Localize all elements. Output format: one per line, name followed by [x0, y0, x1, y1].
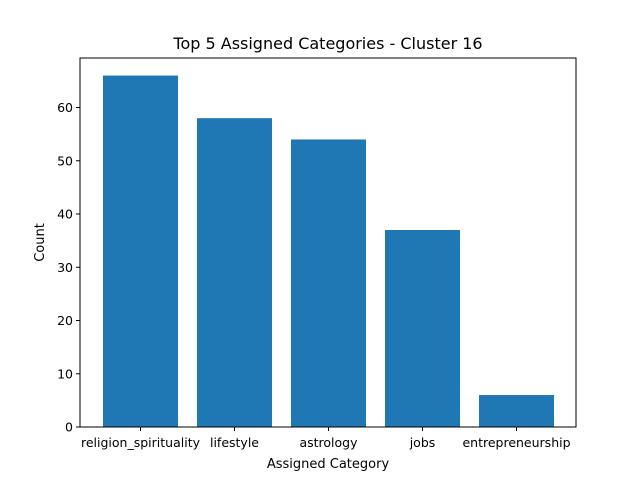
x-tick-label: astrology — [299, 435, 358, 450]
y-tick-label: 60 — [57, 100, 73, 115]
y-axis-label: Count — [33, 223, 48, 262]
x-axis: religion_spirituality lifestyle astrology j… — [81, 427, 571, 450]
y-tick-label: 0 — [65, 420, 73, 435]
x-tick-label: religion_spirituality — [81, 435, 201, 450]
x-tick-label: jobs — [409, 435, 436, 450]
y-tick-label: 40 — [57, 207, 73, 222]
chart-title: Top 5 Assigned Categories - Cluster 16 — [172, 34, 482, 53]
x-tick-label: entrepreneurship — [462, 435, 570, 450]
bar-lifestyle — [197, 118, 272, 428]
y-tick-label: 50 — [57, 153, 73, 168]
y-tick-label: 30 — [57, 260, 73, 275]
bars-group — [103, 75, 554, 428]
bar-entrepreneurship — [479, 395, 554, 427]
bar-jobs — [385, 229, 460, 427]
y-tick-label: 10 — [57, 366, 73, 381]
x-tick-label: lifestyle — [210, 435, 259, 450]
bar-religion_spirituality — [103, 75, 178, 428]
bar-astrology — [291, 139, 366, 427]
x-axis-label: Assigned Category — [267, 457, 390, 472]
y-tick-label: 20 — [57, 313, 73, 328]
y-axis: 0 10 20 30 40 50 60 — [57, 100, 80, 435]
